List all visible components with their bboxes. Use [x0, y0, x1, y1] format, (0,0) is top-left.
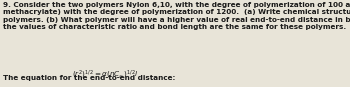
Text: $\left(r^{2}\right)^{1/2} = \alpha(nC_{\infty})^{1/2}l$: $\left(r^{2}\right)^{1/2} = \alpha(nC_{\…: [72, 69, 139, 81]
Text: The equation for the end-to-end distance:: The equation for the end-to-end distance…: [3, 75, 178, 81]
Text: 9. Consider the two polymers Nylon 6,10, with the degree of polymerization of 10: 9. Consider the two polymers Nylon 6,10,…: [3, 2, 350, 30]
